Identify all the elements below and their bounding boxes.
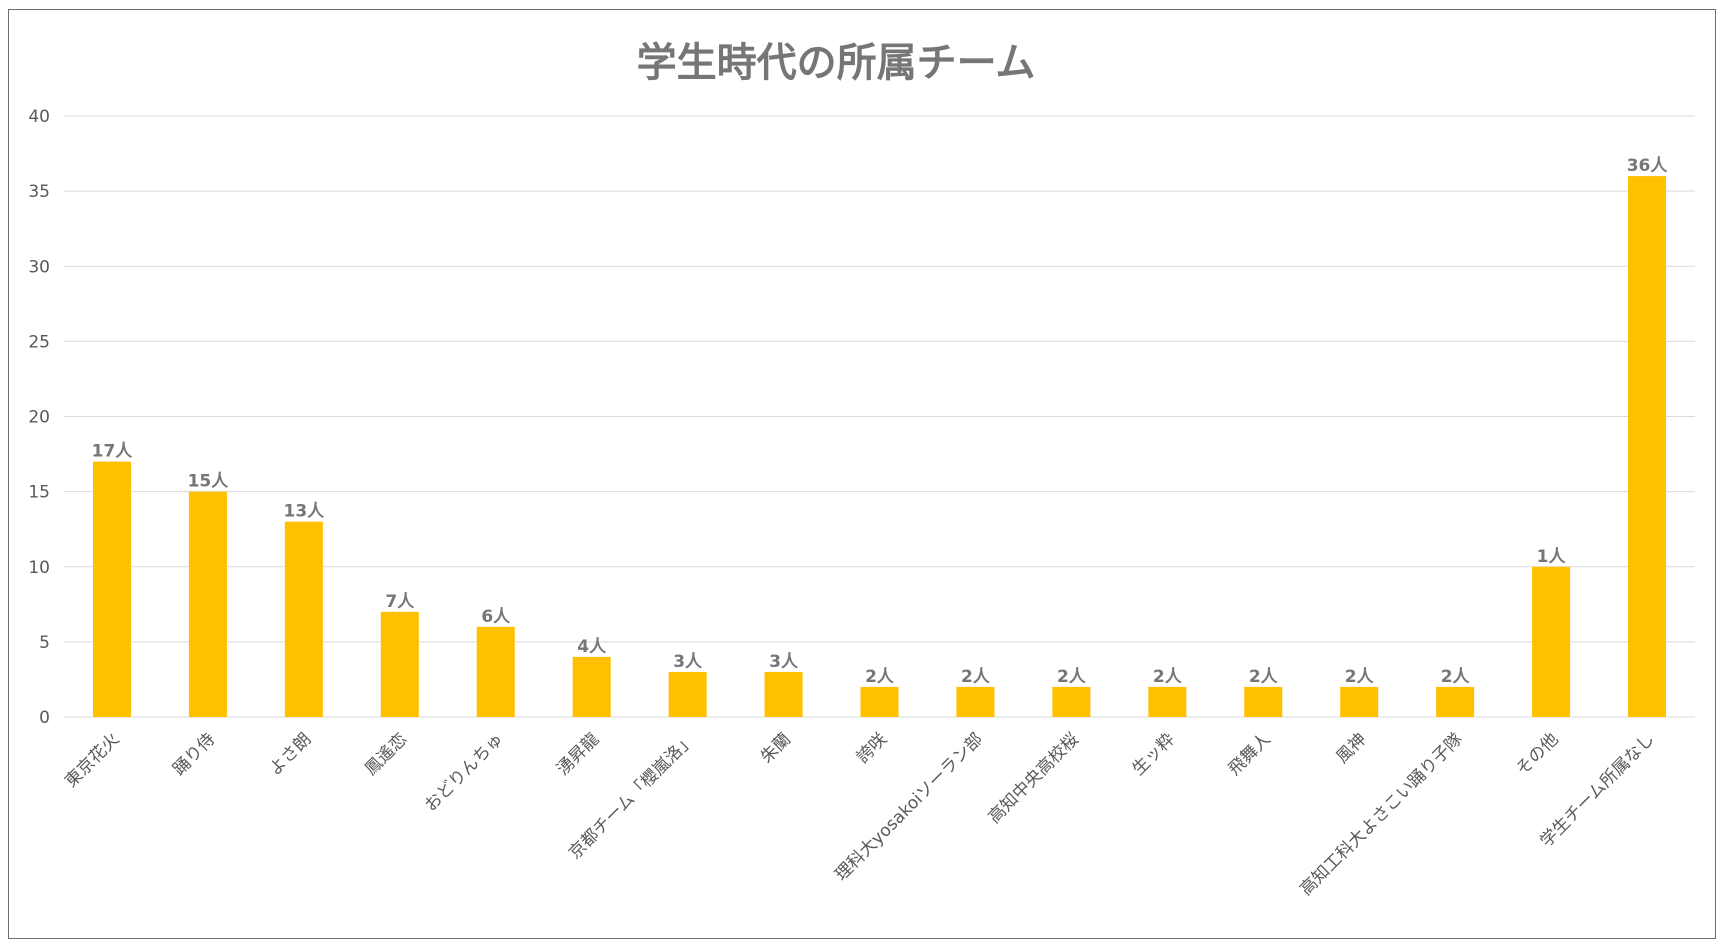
- bar: [284, 521, 323, 717]
- y-tick-label: 25: [28, 332, 50, 352]
- bar: [956, 686, 995, 717]
- data-label: 17人: [92, 442, 134, 462]
- data-label: 6人: [481, 607, 511, 627]
- x-tick-label: 踊り侍: [169, 729, 219, 779]
- data-label: 7人: [385, 592, 415, 612]
- bar: [572, 656, 611, 717]
- data-label: 15人: [188, 472, 230, 492]
- data-labels: 17人 15人 13人 7人 6人 4人 3人 3人 2人 2人 2人 2人 2人 2人 2人 1人 36人: [92, 156, 1669, 687]
- data-label: 2人: [1345, 667, 1375, 687]
- data-label: 3人: [673, 652, 703, 672]
- data-label: 3人: [769, 652, 799, 672]
- x-tick-label: 高知工科大よさこい踊り子隊: [1296, 729, 1466, 899]
- x-tick-label: 東京花火: [61, 729, 123, 791]
- gridlines: [64, 115, 1695, 718]
- y-tick-label: 40: [28, 107, 50, 127]
- x-tick-label: よさ朗: [265, 729, 315, 779]
- data-label: 36人: [1627, 156, 1669, 176]
- bar: [476, 626, 515, 717]
- x-tick-label: 朱蘭: [757, 729, 795, 767]
- bar: [1244, 686, 1283, 717]
- data-label: 13人: [284, 502, 326, 522]
- x-tick-label: 高知中央高校桜: [985, 729, 1083, 827]
- x-tick-label: おどりんちゅ: [421, 729, 507, 815]
- y-axis-ticks: 0 5 10 15 20 25 30 35 40: [28, 107, 50, 728]
- data-label: 2人: [961, 667, 991, 687]
- x-tick-label: その他: [1512, 729, 1562, 779]
- data-label: 2人: [1057, 667, 1087, 687]
- bar: [860, 686, 899, 717]
- bars: [92, 176, 1667, 718]
- chart-title: 学生時代の所属チーム: [637, 40, 1036, 86]
- x-tick-label: 湧昇龍: [553, 729, 603, 779]
- y-tick-label: 20: [28, 408, 50, 428]
- y-tick-label: 10: [28, 558, 50, 578]
- bar: [1340, 686, 1379, 717]
- y-tick-label: 0: [39, 708, 50, 728]
- bar: [764, 671, 803, 717]
- data-label: 4人: [577, 637, 607, 657]
- bar: [1052, 686, 1091, 717]
- data-label: 2人: [1153, 667, 1183, 687]
- bar: [188, 491, 227, 717]
- x-tick-label: 生ッ粋: [1129, 729, 1179, 779]
- data-label: 2人: [1441, 667, 1471, 687]
- x-tick-label: 誇咲: [853, 729, 891, 767]
- bar: [668, 671, 707, 717]
- x-tick-label: 鳳遙恋: [360, 729, 411, 780]
- y-tick-label: 15: [28, 483, 50, 503]
- y-tick-label: 5: [39, 633, 50, 653]
- y-tick-label: 30: [28, 257, 50, 277]
- chart-frame: [8, 9, 1716, 939]
- data-label: 2人: [1249, 667, 1279, 687]
- data-label: 2人: [865, 667, 895, 687]
- data-label: 1人: [1537, 547, 1567, 567]
- bar: [92, 461, 131, 717]
- x-tick-label: 飛舞人: [1225, 729, 1275, 779]
- bar: [1532, 566, 1571, 717]
- bar: [1148, 686, 1187, 717]
- x-tick-label: 風神: [1333, 729, 1371, 767]
- bar: [380, 611, 419, 717]
- bar: [1436, 686, 1475, 717]
- y-tick-label: 35: [28, 182, 50, 202]
- bar: [1628, 176, 1667, 718]
